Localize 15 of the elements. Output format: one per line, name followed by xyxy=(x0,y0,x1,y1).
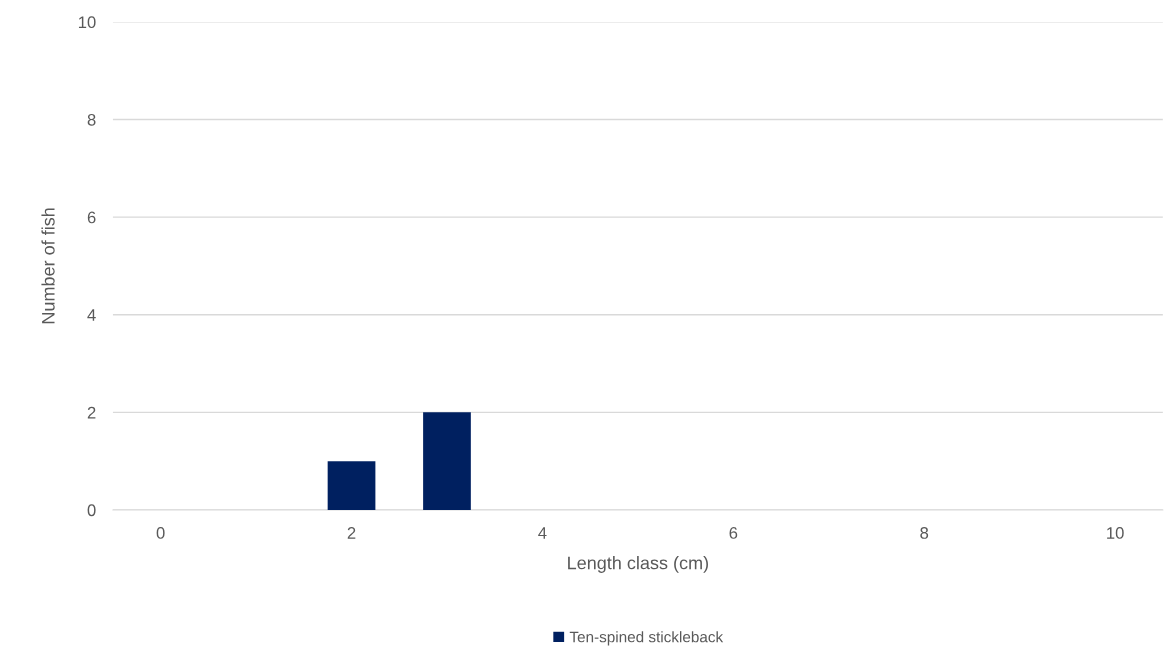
y-axis-title: Number of fish xyxy=(41,208,55,324)
y-tick-label: 0 xyxy=(87,504,96,517)
y-tick-label: 10 xyxy=(78,16,96,29)
x-tick-label: 6 xyxy=(729,527,738,539)
y-tick-label: 8 xyxy=(87,113,96,126)
legend-label: Ten-spined stickleback xyxy=(569,631,724,646)
y-tick-label: 2 xyxy=(87,406,96,419)
y-tick-label: 6 xyxy=(87,211,96,224)
y-tick-label: 4 xyxy=(87,309,96,321)
x-tick-label: 10 xyxy=(1107,527,1124,539)
x-tick-label: 0 xyxy=(156,527,165,539)
x-tick-label: 2 xyxy=(347,527,356,539)
x-tick-label: 8 xyxy=(920,527,929,539)
x-axis-title: Length class (cm) xyxy=(568,556,708,573)
x-tick-label: 4 xyxy=(538,527,547,539)
